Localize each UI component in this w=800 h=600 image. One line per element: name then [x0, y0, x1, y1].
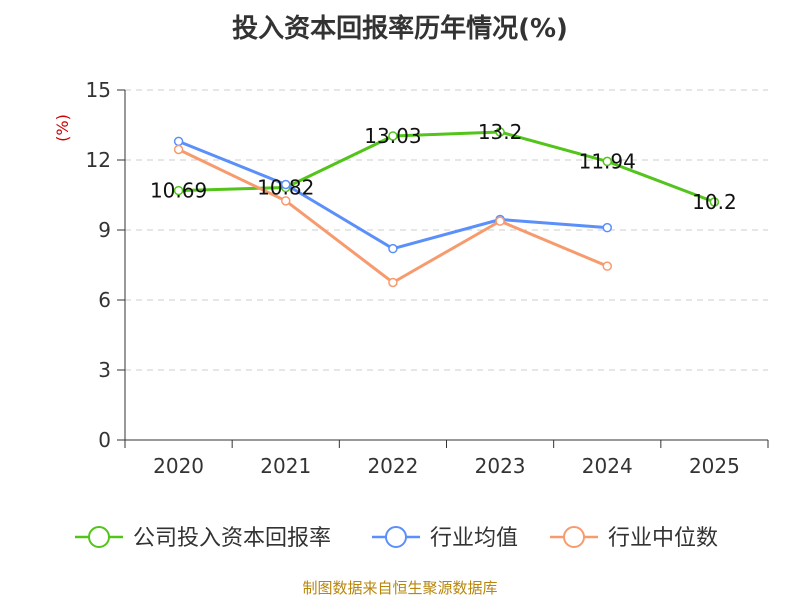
- data-label: 13.2: [478, 120, 523, 144]
- y-axis-label: (%): [53, 114, 72, 142]
- data-label: 10.69: [150, 179, 207, 203]
- data-label: 10.82: [257, 176, 314, 200]
- data-point: [602, 261, 612, 271]
- x-tick-label: 2021: [260, 454, 311, 478]
- x-tick-label: 2022: [367, 454, 418, 478]
- data-point: [602, 222, 612, 233]
- x-tick-label: 2020: [153, 454, 204, 478]
- chart-title: 投入资本回报率历年情况(%): [232, 14, 568, 44]
- y-tick-label: 0: [98, 428, 111, 452]
- y-tick-label: 3: [98, 358, 111, 382]
- data-label: 13.03: [364, 124, 421, 148]
- y-tick-label: 6: [98, 288, 111, 312]
- data-point: [173, 144, 184, 155]
- data-point: [388, 243, 398, 254]
- data-point: [173, 185, 184, 196]
- data-label: 10.2: [692, 190, 737, 214]
- data-point: [173, 136, 184, 147]
- series-lines: [173, 127, 720, 288]
- data-point: [281, 179, 291, 190]
- x-tick-label: 2024: [582, 454, 633, 478]
- series-line-0: [178, 130, 715, 204]
- y-tick-label: 9: [98, 218, 111, 242]
- axes: 0 3 6 9 12 15 2020 2021 2022 2023 2024 2025: [86, 78, 769, 478]
- data-labels: 10.69 10.82 13.03 13.2 11.94 10.2: [150, 120, 737, 214]
- grid-lines: [125, 89, 768, 371]
- legend-label: 行业均值: [430, 526, 518, 551]
- y-tick-label: 12: [86, 148, 111, 172]
- legend-label: 行业中位数: [608, 526, 718, 551]
- series-line-1: [178, 139, 608, 251]
- x-tick-label: 2025: [689, 454, 740, 478]
- data-source-note: 制图数据来自恒生聚源数据库: [302, 579, 498, 597]
- legend-marker-2: [563, 526, 585, 548]
- data-point: [388, 277, 398, 288]
- x-tick-label: 2023: [475, 454, 526, 478]
- legend-label: 公司投入资本回报率: [133, 526, 331, 551]
- legend-marker-0: [88, 526, 110, 548]
- data-point: [495, 127, 505, 137]
- data-label: 11.94: [579, 149, 636, 173]
- data-point: [495, 216, 505, 226]
- legend-marker-1: [385, 526, 407, 548]
- data-point: [602, 156, 612, 167]
- data-point: [388, 131, 398, 141]
- y-tick-label: 15: [86, 78, 111, 102]
- data-point: [709, 197, 720, 207]
- series-line-2: [177, 148, 608, 284]
- data-point: [281, 196, 291, 206]
- legend: 公司投入资本回报率 行业均值 行业中位数: [75, 526, 718, 551]
